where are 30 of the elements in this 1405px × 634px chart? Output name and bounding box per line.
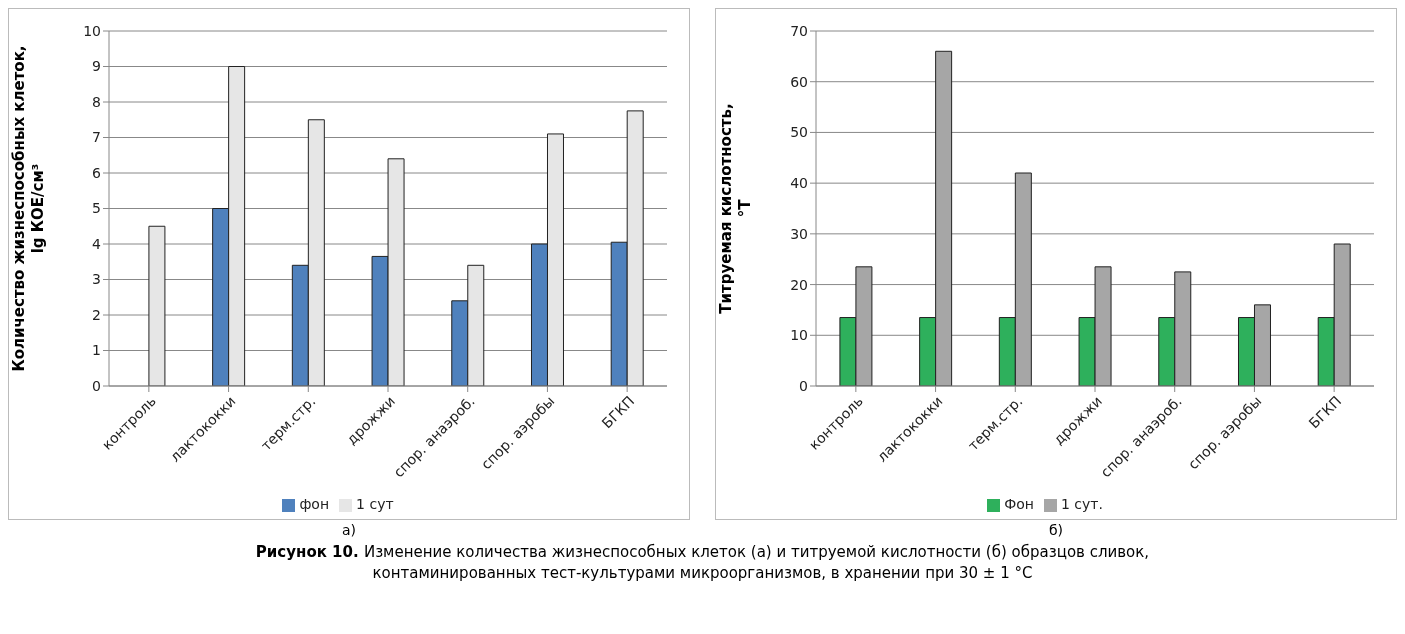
y-tick-label: 10 xyxy=(83,22,101,39)
text: а) xyxy=(340,522,357,538)
y-tick-label: 10 xyxy=(790,327,808,344)
y-tick-label: 6 xyxy=(92,164,102,181)
y-tick-label: 40 xyxy=(790,175,808,192)
y-tick-label: 3 xyxy=(92,271,101,288)
y-tick-label: 2 xyxy=(92,306,101,323)
y-tick-label: 7 xyxy=(92,129,101,146)
y-tick-label: 1 xyxy=(92,342,101,359)
y-tick-label: 70 xyxy=(790,22,808,39)
legend-label: Фон xyxy=(1004,496,1034,512)
y-tick-label: 60 xyxy=(790,73,808,90)
y-axis-title: Количество жизнеспособных клеток, lg КОЕ/см³ xyxy=(10,45,47,372)
y-tick-label: 0 xyxy=(92,377,101,394)
y-tick-label: 50 xyxy=(790,124,808,141)
text: Изменение количества жизнеспособных клеток (а) и титруемой кислотности (б) образцов сливок, контаминированных тест-культурами микроорганизмов, в хранении при 30 ± 1 °С xyxy=(363,543,1150,582)
legend-label: фон xyxy=(299,496,330,512)
text: Рисунок 10. xyxy=(255,543,360,561)
y-tick-label: 0 xyxy=(799,377,808,394)
legend-label: 1 сут. xyxy=(1060,496,1103,512)
y-tick-label: 5 xyxy=(92,200,101,217)
y-axis-title: Титруемая кислотность, °Т xyxy=(717,103,754,314)
bar xyxy=(148,225,166,386)
text: б) xyxy=(1047,522,1065,538)
y-tick-label: 4 xyxy=(92,235,102,252)
y-tick-label: 8 xyxy=(92,93,101,110)
y-tick-label: 9 xyxy=(92,58,101,75)
y-tick-label: 20 xyxy=(790,276,808,293)
legend-label: 1 сут xyxy=(356,496,394,512)
y-tick-label: 30 xyxy=(790,225,808,242)
